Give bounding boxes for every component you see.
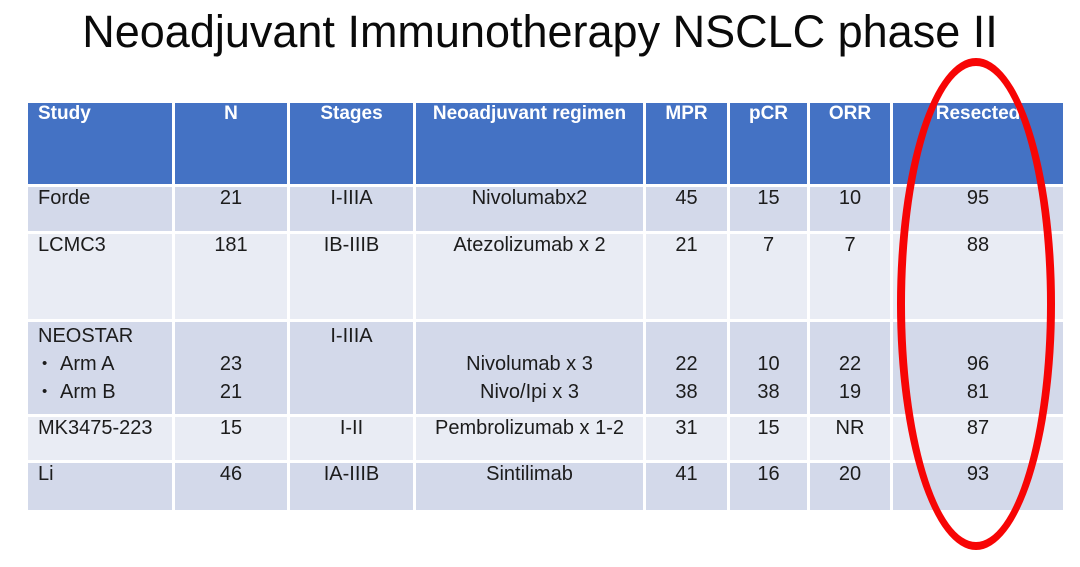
cell-stages: I-IIIA xyxy=(287,184,416,234)
column-header-stages: Stages xyxy=(287,100,416,187)
cell-regimen: Atezolizumab x 2 xyxy=(413,231,646,322)
cell-pcr: 15 xyxy=(727,414,810,463)
cell-regimen: Nivolumabx2 xyxy=(413,184,646,234)
cell-regimen: Pembrolizumab x 1-2 xyxy=(413,414,646,463)
column-header-mpr: MPR xyxy=(643,100,730,187)
cell-study: LCMC3 xyxy=(25,231,175,322)
table-row-neostar: NEOSTAR • Arm A • Arm B 23 21 I-IIIA xyxy=(25,319,1066,417)
table-row-mk3475: MK3475-223 15 I-II Pembrolizumab x 1-2 3… xyxy=(25,414,1066,463)
column-header-resected: Resected xyxy=(890,100,1066,187)
cell-orr: 20 xyxy=(807,460,893,513)
column-header-orr: ORR xyxy=(807,100,893,187)
table-row-forde: Forde 21 I-IIIA Nivolumabx2 45 15 10 95 xyxy=(25,184,1066,234)
cell-mpr: 41 xyxy=(643,460,730,513)
cell-n: 21 xyxy=(172,184,290,234)
cell-pcr: 7 xyxy=(727,231,810,322)
column-header-study: Study xyxy=(25,100,175,187)
cell-orr: NR xyxy=(807,414,893,463)
table-row-lcmc3: LCMC3 181 IB-IIIB Atezolizumab x 2 21 7 … xyxy=(25,231,1066,322)
cell-mpr: 45 xyxy=(643,184,730,234)
bullet-icon: • xyxy=(42,383,48,400)
cell-regimen: Sintilimab xyxy=(413,460,646,513)
column-header-pcr: pCR xyxy=(727,100,810,187)
slide-title: Neoadjuvant Immunotherapy NSCLC phase II xyxy=(82,6,998,57)
cell-resected: 96 81 xyxy=(890,319,1066,417)
column-header-n: N xyxy=(172,100,290,187)
cell-orr: 7 xyxy=(807,231,893,322)
cell-stages: I-IIIA xyxy=(287,319,416,417)
arm-b-item: • Arm B xyxy=(38,378,172,406)
cell-stages: IA-IIIB xyxy=(287,460,416,513)
arm-b-label: Arm B xyxy=(60,381,116,403)
study-name: NEOSTAR xyxy=(38,325,134,347)
cell-orr: 10 xyxy=(807,184,893,234)
cell-resected: 88 xyxy=(890,231,1066,322)
bullet-icon: • xyxy=(42,355,48,372)
cell-pcr: 15 xyxy=(727,184,810,234)
cell-study: Li xyxy=(25,460,175,513)
cell-resected: 95 xyxy=(890,184,1066,234)
arm-a-label: Arm A xyxy=(60,353,115,375)
cell-resected: 87 xyxy=(890,414,1066,463)
cell-regimen: Nivolumab x 3 Nivo/Ipi x 3 xyxy=(413,319,646,417)
cell-orr: 22 19 xyxy=(807,319,893,417)
cell-mpr: 22 38 xyxy=(643,319,730,417)
cell-resected: 93 xyxy=(890,460,1066,513)
arm-a-item: • Arm A xyxy=(38,350,172,378)
cell-n: 23 21 xyxy=(172,319,290,417)
column-header-regimen: Neoadjuvant regimen xyxy=(413,100,646,187)
table-header-row: Study N Stages Neoadjuvant regimen MPR p… xyxy=(25,100,1066,187)
table-row-li: Li 46 IA-IIIB Sintilimab 41 16 20 93 xyxy=(25,460,1066,513)
cell-study: NEOSTAR • Arm A • Arm B xyxy=(25,319,175,417)
cell-mpr: 21 xyxy=(643,231,730,322)
cell-study: Forde xyxy=(25,184,175,234)
cell-n: 46 xyxy=(172,460,290,513)
cell-pcr: 16 xyxy=(727,460,810,513)
cell-study: MK3475-223 xyxy=(25,414,175,463)
cell-pcr: 10 38 xyxy=(727,319,810,417)
cell-n: 15 xyxy=(172,414,290,463)
cell-stages: IB-IIIB xyxy=(287,231,416,322)
studies-table: Study N Stages Neoadjuvant regimen MPR p… xyxy=(25,100,1066,513)
cell-n: 181 xyxy=(172,231,290,322)
cell-mpr: 31 xyxy=(643,414,730,463)
cell-stages: I-II xyxy=(287,414,416,463)
